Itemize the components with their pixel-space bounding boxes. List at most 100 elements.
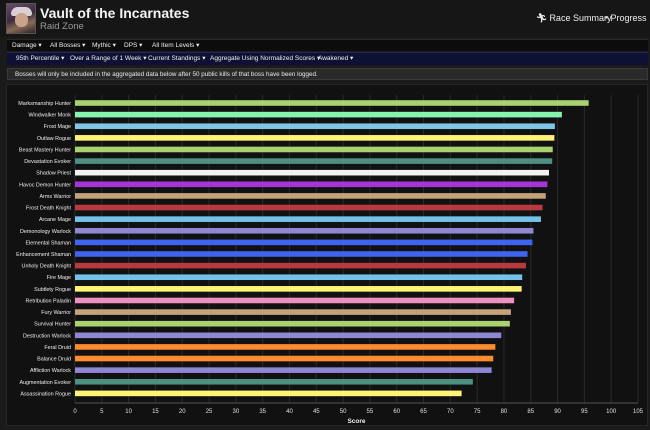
category-label: Frost Death Knight — [26, 206, 71, 212]
bar — [75, 169, 549, 176]
x-tick-label: 80 — [501, 409, 508, 415]
filter-awakened-dropdown[interactable]: Awakened ▾ — [318, 55, 354, 62]
bar — [75, 309, 511, 315]
x-tick-label: 40 — [286, 409, 293, 415]
bar — [75, 344, 496, 350]
zone-avatar — [6, 3, 36, 34]
filter-metric-dropdown[interactable]: Damage ▾ — [12, 42, 42, 49]
x-tick-label: 100 — [606, 409, 617, 415]
page-header: Vault of the Incarnates Raid Zone 🏃︎ Race… — [0, 0, 650, 37]
bar — [75, 262, 526, 269]
filter-range-dropdown[interactable]: Over a Range of 1 Week ▾ — [70, 55, 147, 62]
x-tick-label: 105 — [633, 409, 644, 415]
bar — [75, 227, 534, 234]
x-tick-label: 60 — [393, 409, 400, 415]
bar — [75, 158, 553, 164]
category-label: Enhancement Shaman — [16, 252, 71, 258]
bar — [75, 390, 462, 397]
category-label: Assassination Rogue — [20, 391, 71, 397]
bar — [75, 297, 515, 304]
progress-label: Progress — [610, 13, 647, 23]
x-tick-label: 25 — [206, 409, 213, 415]
filter-standings-dropdown[interactable]: Current Standings ▾ — [148, 55, 206, 62]
bar — [75, 355, 494, 362]
category-label: Windwalker Monk — [28, 113, 71, 119]
filter-aggregate-dropdown[interactable]: Aggregate Using Normalized Scores ▾ — [210, 55, 321, 62]
category-label: Augmentation Evoker — [19, 380, 71, 386]
bar — [75, 146, 553, 153]
category-label: Affliction Warlock — [30, 368, 71, 374]
category-label: Demonology Warlock — [20, 229, 71, 235]
category-label: Unholy Death Knight — [22, 264, 72, 270]
bar — [75, 320, 510, 327]
x-tick-label: 95 — [581, 409, 588, 415]
category-label: Fire Mage — [47, 275, 71, 281]
chart-panel: 0 5 10 15 20 25 30 35 40 45 50 55 60 65 70 75 80 85 90 95 10… — [6, 84, 648, 426]
race-summary-label: Race Summary — [549, 13, 612, 23]
bar — [75, 193, 546, 199]
category-label: Fury Warrior — [41, 310, 71, 316]
bar — [75, 251, 528, 257]
x-tick-label: 30 — [233, 409, 240, 415]
filter-percentile-dropdown[interactable]: 95th Percentile ▾ — [16, 55, 65, 62]
bar — [75, 100, 589, 106]
category-label: Feral Druid — [44, 345, 71, 351]
filter-dps-dropdown[interactable]: DPS ▾ — [124, 42, 143, 49]
bar — [75, 123, 555, 130]
x-tick-label: 85 — [527, 409, 534, 415]
score-bar-chart: 0 5 10 15 20 25 30 35 40 45 50 55 60 65 70 75 80 85 90 95 10… — [16, 95, 644, 425]
x-tick-label: 50 — [340, 409, 347, 415]
bar — [75, 286, 522, 292]
filter-boss-dropdown[interactable]: All Bosses ▾ — [50, 42, 86, 49]
page-subtitle: Raid Zone — [40, 21, 84, 32]
x-tick-label: 90 — [554, 409, 561, 415]
category-label: Balance Druid — [37, 357, 71, 363]
runner-icon: 🏃︎ — [536, 13, 548, 23]
secondary-filter-bar: 95th Percentile ▾ Over a Range of 1 Week… — [7, 52, 648, 65]
progress-link[interactable]: ◔ Progress — [603, 13, 646, 23]
bar — [75, 239, 533, 246]
x-tick-label: 0 — [73, 409, 77, 415]
progress-icon: ◔ — [603, 13, 609, 23]
x-axis-label: Score — [347, 418, 365, 425]
category-label: Frost Mage — [44, 124, 71, 130]
race-summary-link[interactable]: 🏃︎ Race Summary — [536, 13, 611, 24]
category-label: Marksmanship Hunter — [18, 101, 71, 107]
category-label: Beast Mastery Hunter — [19, 147, 71, 153]
x-tick-label: 5 — [100, 409, 104, 415]
category-label: Subtlety Rogue — [34, 287, 71, 293]
x-tick-label: 45 — [313, 409, 320, 415]
category-label: Survival Hunter — [34, 322, 71, 328]
category-label: Outlaw Rogue — [37, 136, 71, 142]
x-tick-label: 20 — [179, 409, 186, 415]
bar — [75, 181, 548, 188]
bar — [75, 204, 543, 211]
category-label: Elemental Shaman — [25, 240, 71, 246]
x-tick-label: 75 — [474, 409, 481, 415]
bar — [75, 274, 523, 281]
filter-difficulty-dropdown[interactable]: Mythic ▾ — [92, 42, 116, 49]
bar — [75, 216, 541, 222]
category-label: Arcane Mage — [39, 217, 71, 223]
page-title: Vault of the Incarnates — [40, 5, 190, 21]
notice-banner: Bosses will only be included in the aggr… — [7, 68, 648, 80]
category-label: Shadow Priest — [36, 171, 71, 177]
category-label: Havoc Demon Hunter — [19, 182, 71, 188]
primary-filter-bar: Damage ▾ All Bosses ▾ Mythic ▾ DPS ▾ All… — [7, 39, 648, 51]
category-label: Arms Warrior — [39, 194, 71, 200]
bar — [75, 367, 492, 373]
bar — [75, 378, 473, 385]
x-tick-label: 35 — [259, 409, 266, 415]
bar — [75, 135, 555, 141]
x-tick-label: 15 — [152, 409, 159, 415]
bar — [75, 111, 562, 118]
x-tick-label: 10 — [125, 409, 132, 415]
filter-item-level-dropdown[interactable]: All Item Levels ▾ — [152, 42, 200, 49]
x-tick-label: 55 — [367, 409, 374, 415]
category-label: Destruction Warlock — [23, 333, 71, 339]
x-tick-label: 65 — [420, 409, 427, 415]
category-label: Retribution Paladin — [25, 298, 71, 304]
bar — [75, 332, 502, 339]
category-label: Devastation Evoker — [24, 159, 71, 165]
x-tick-label: 70 — [447, 409, 454, 415]
